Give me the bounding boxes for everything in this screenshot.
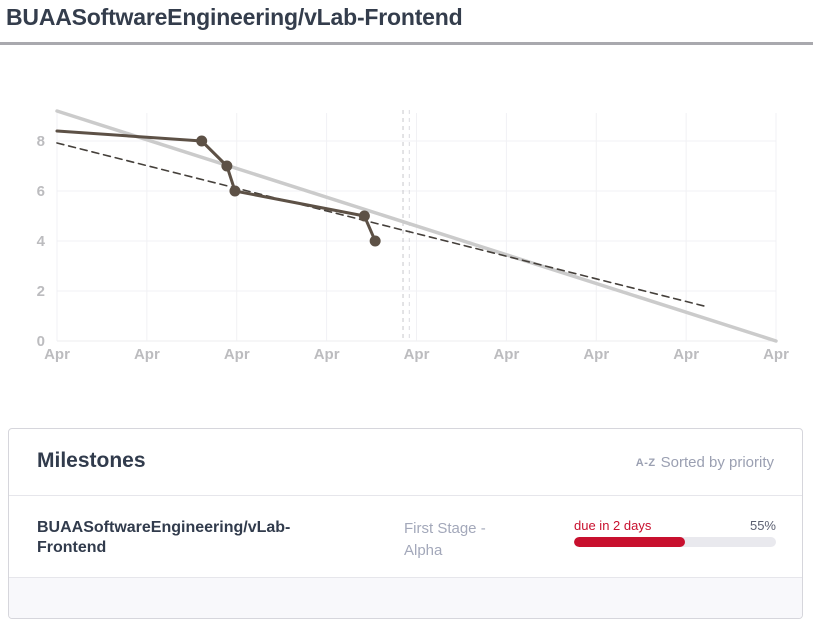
svg-text:Apr: Apr: [404, 346, 430, 363]
svg-text:2: 2: [37, 283, 45, 300]
az-sort-icon: A-Z: [635, 456, 656, 469]
svg-text:Apr: Apr: [134, 346, 160, 363]
burndown-chart: 0 2 4 6 8 Apr Apr Apr Apr Apr Apr Apr Apr Apr: [0, 100, 813, 380]
milestone-percent: 55%: [749, 518, 776, 533]
progress-fill: [574, 537, 686, 547]
svg-text:Apr: Apr: [763, 346, 789, 363]
milestones-card-footer: [9, 578, 802, 618]
svg-text:8: 8: [37, 133, 45, 150]
svg-text:0: 0: [37, 333, 45, 350]
milestone-progress: due in 2 days 55%: [574, 518, 776, 547]
milestone-due-badge: due in 2 days: [574, 518, 652, 533]
svg-text:Apr: Apr: [583, 346, 609, 363]
svg-text:Apr: Apr: [224, 346, 250, 363]
burndown-chart-svg: 0 2 4 6 8 Apr Apr Apr Apr Apr Apr Apr Apr Apr: [37, 109, 789, 363]
milestones-card-header: Milestones A-Z Sorted by priority: [9, 429, 802, 496]
sort-control[interactable]: A-Z Sorted by priority: [636, 454, 774, 471]
milestone-progress-labels: due in 2 days 55%: [574, 518, 776, 533]
milestones-card: Milestones A-Z Sorted by priority BUAASo…: [8, 428, 803, 619]
sort-label: Sorted by priority: [660, 454, 774, 471]
progress-bar: [574, 537, 776, 547]
svg-text:Apr: Apr: [314, 346, 340, 363]
svg-text:Apr: Apr: [44, 346, 70, 363]
svg-text:Apr: Apr: [673, 346, 699, 363]
svg-text:Apr: Apr: [493, 346, 519, 363]
svg-text:6: 6: [37, 183, 45, 200]
milestone-row[interactable]: BUAASoftwareEngineering/vLab-Frontend Fi…: [9, 496, 802, 578]
svg-text:4: 4: [37, 233, 46, 250]
page-title: BUAASoftwareEngineering/vLab-Frontend: [6, 4, 463, 30]
milestone-name-link[interactable]: BUAASoftwareEngineering/vLab-Frontend: [37, 519, 291, 556]
milestones-title: Milestones: [37, 449, 146, 472]
header-divider: [0, 42, 813, 45]
milestone-stage: First Stage - Alpha: [404, 520, 486, 559]
